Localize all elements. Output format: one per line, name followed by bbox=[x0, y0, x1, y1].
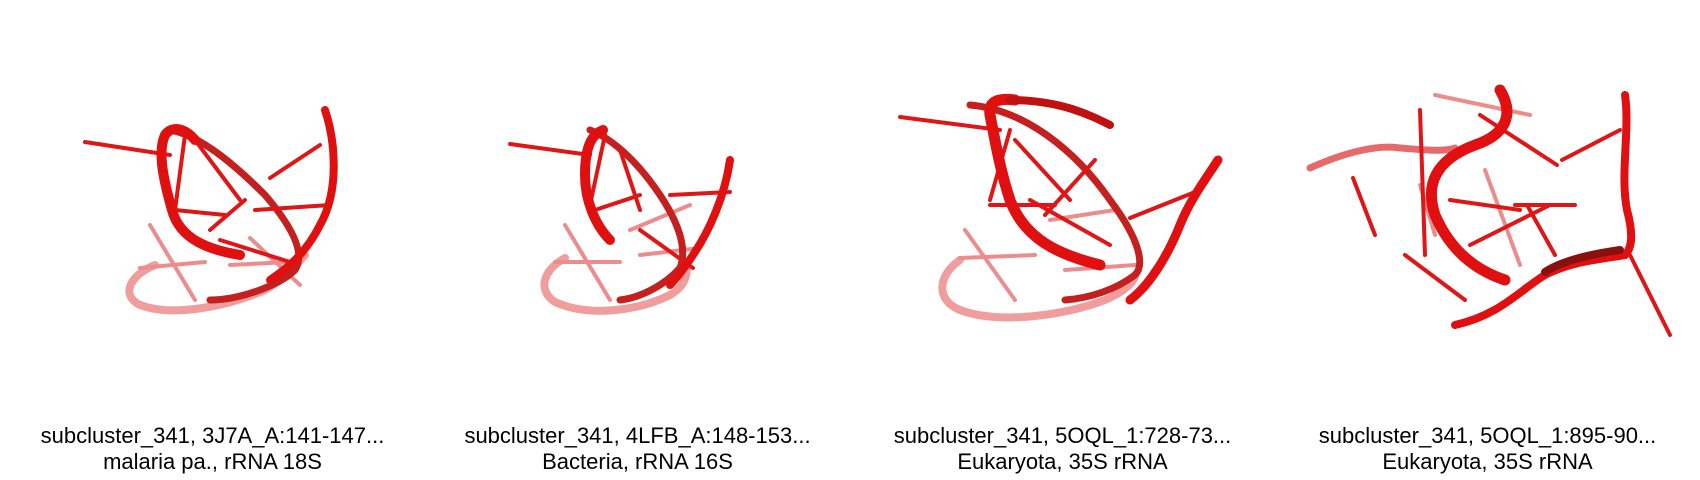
structure-panel-2: subcluster_341, 4LFB_A:148-153... Bacter… bbox=[425, 0, 850, 480]
caption-subtitle: Eukaryota, 35S rRNA bbox=[1382, 449, 1593, 474]
caption-title: subcluster_341, 4LFB_A:148-153... bbox=[464, 423, 811, 448]
structure-panel-1: subcluster_341, 3J7A_A:141-147... malari… bbox=[0, 0, 425, 480]
caption-title: subcluster_341, 3J7A_A:141-147... bbox=[40, 423, 385, 448]
caption-title: subcluster_341, 5OQL_1:728-73... bbox=[893, 423, 1232, 448]
structure-panel-3: subcluster_341, 5OQL_1:728-73... Eukaryo… bbox=[850, 0, 1275, 480]
rna-structure-image bbox=[1306, 84, 1672, 337]
caption-subtitle: malaria pa., rRNA 18S bbox=[103, 449, 322, 474]
rna-structure-image bbox=[898, 93, 1223, 322]
caption-subtitle: Bacteria, rRNA 16S bbox=[542, 449, 733, 474]
caption-subtitle: Eukaryota, 35S rRNA bbox=[957, 449, 1168, 474]
caption-title: subcluster_341, 5OQL_1:895-90... bbox=[1318, 423, 1657, 448]
rna-structure-image bbox=[508, 125, 734, 315]
rna-structure-image bbox=[83, 106, 338, 315]
structure-panel-4: subcluster_341, 5OQL_1:895-90... Eukaryo… bbox=[1275, 0, 1700, 480]
